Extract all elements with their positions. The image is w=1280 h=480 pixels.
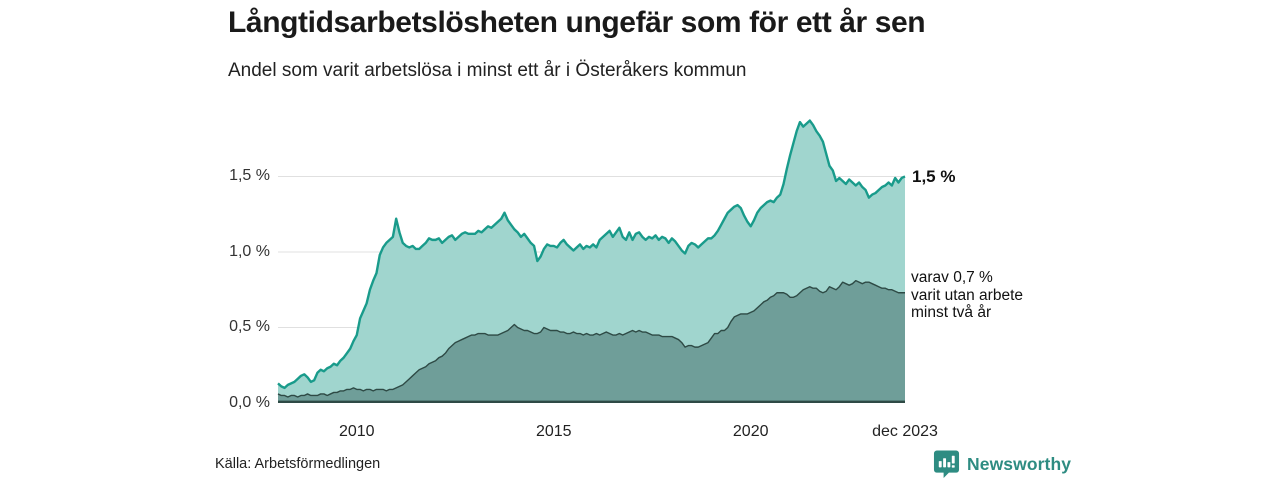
page-subtitle: Andel som varit arbetslösa i minst ett å… <box>228 60 747 81</box>
page-title: Långtidsarbetslösheten ungefär som för e… <box>228 6 926 39</box>
bar-chart-icon <box>938 455 955 468</box>
newsworthy-logo-icon <box>933 450 960 478</box>
y-tick-label: 1,0 % <box>229 242 270 260</box>
x-tick-label: 2010 <box>338 423 375 440</box>
line-series-subset <box>277 279 905 398</box>
y-tick-label: 0,0 % <box>229 394 270 411</box>
newsworthy-brand: Newsworthy <box>933 450 1071 478</box>
x-tick-label: dec 2023 <box>872 423 938 440</box>
x-tick-label: 2020 <box>732 423 769 440</box>
brand-name: Newsworthy <box>967 453 1072 474</box>
subset-series-annotation: varav 0,7 % varit utan arbete minst två år <box>911 269 1023 322</box>
annotation-line: varit utan arbete <box>911 286 1024 304</box>
y-tick-label: 1,5 % <box>229 167 270 185</box>
speech-bubble-shape <box>933 450 960 478</box>
annotation-line: minst två år <box>911 304 992 321</box>
x-tick-label: 2015 <box>535 423 572 440</box>
total-series-end-label: 1,5 % <box>912 167 956 186</box>
chart-plot <box>277 119 906 403</box>
source-note: Källa: Arbetsförmedlingen <box>215 456 381 472</box>
area-chart <box>277 110 906 403</box>
area-series-subset <box>278 280 905 403</box>
annotation-line: varav 0,7 % <box>911 269 993 286</box>
y-tick-label: 0,5 % <box>229 318 270 336</box>
line-series-total <box>277 119 906 390</box>
